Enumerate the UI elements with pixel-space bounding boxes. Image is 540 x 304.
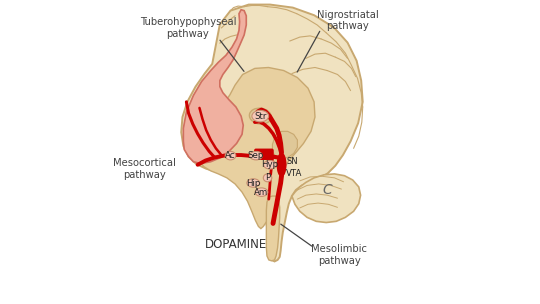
Text: Hyp: Hyp	[261, 160, 279, 169]
Ellipse shape	[249, 108, 271, 124]
Ellipse shape	[264, 161, 276, 169]
Ellipse shape	[249, 151, 262, 160]
Text: Hip: Hip	[246, 178, 260, 188]
FancyBboxPatch shape	[255, 149, 273, 159]
Text: VTA: VTA	[286, 169, 302, 178]
Text: Mesocortical
pathway: Mesocortical pathway	[113, 158, 176, 180]
Text: Am: Am	[254, 188, 268, 197]
Text: SN: SN	[287, 157, 298, 166]
Ellipse shape	[255, 188, 268, 196]
Text: Nigrostriatal
pathway: Nigrostriatal pathway	[316, 10, 379, 32]
Ellipse shape	[252, 110, 268, 122]
Polygon shape	[198, 67, 315, 229]
Polygon shape	[184, 10, 246, 164]
Polygon shape	[273, 131, 298, 159]
Text: DOPAMINE: DOPAMINE	[205, 238, 267, 251]
Text: Ac: Ac	[225, 151, 236, 160]
Ellipse shape	[225, 151, 236, 160]
Text: Sep: Sep	[248, 151, 264, 160]
Polygon shape	[181, 5, 363, 261]
Ellipse shape	[247, 179, 260, 187]
Polygon shape	[266, 196, 280, 261]
Text: Mesolimbic
pathway: Mesolimbic pathway	[312, 244, 367, 266]
Text: Str: Str	[254, 112, 266, 121]
Text: P: P	[265, 173, 270, 182]
Ellipse shape	[278, 153, 286, 176]
Ellipse shape	[264, 174, 272, 182]
Text: C: C	[322, 183, 332, 197]
Text: Tuberohypophyseal
pathway: Tuberohypophyseal pathway	[140, 17, 236, 39]
Polygon shape	[292, 174, 361, 223]
